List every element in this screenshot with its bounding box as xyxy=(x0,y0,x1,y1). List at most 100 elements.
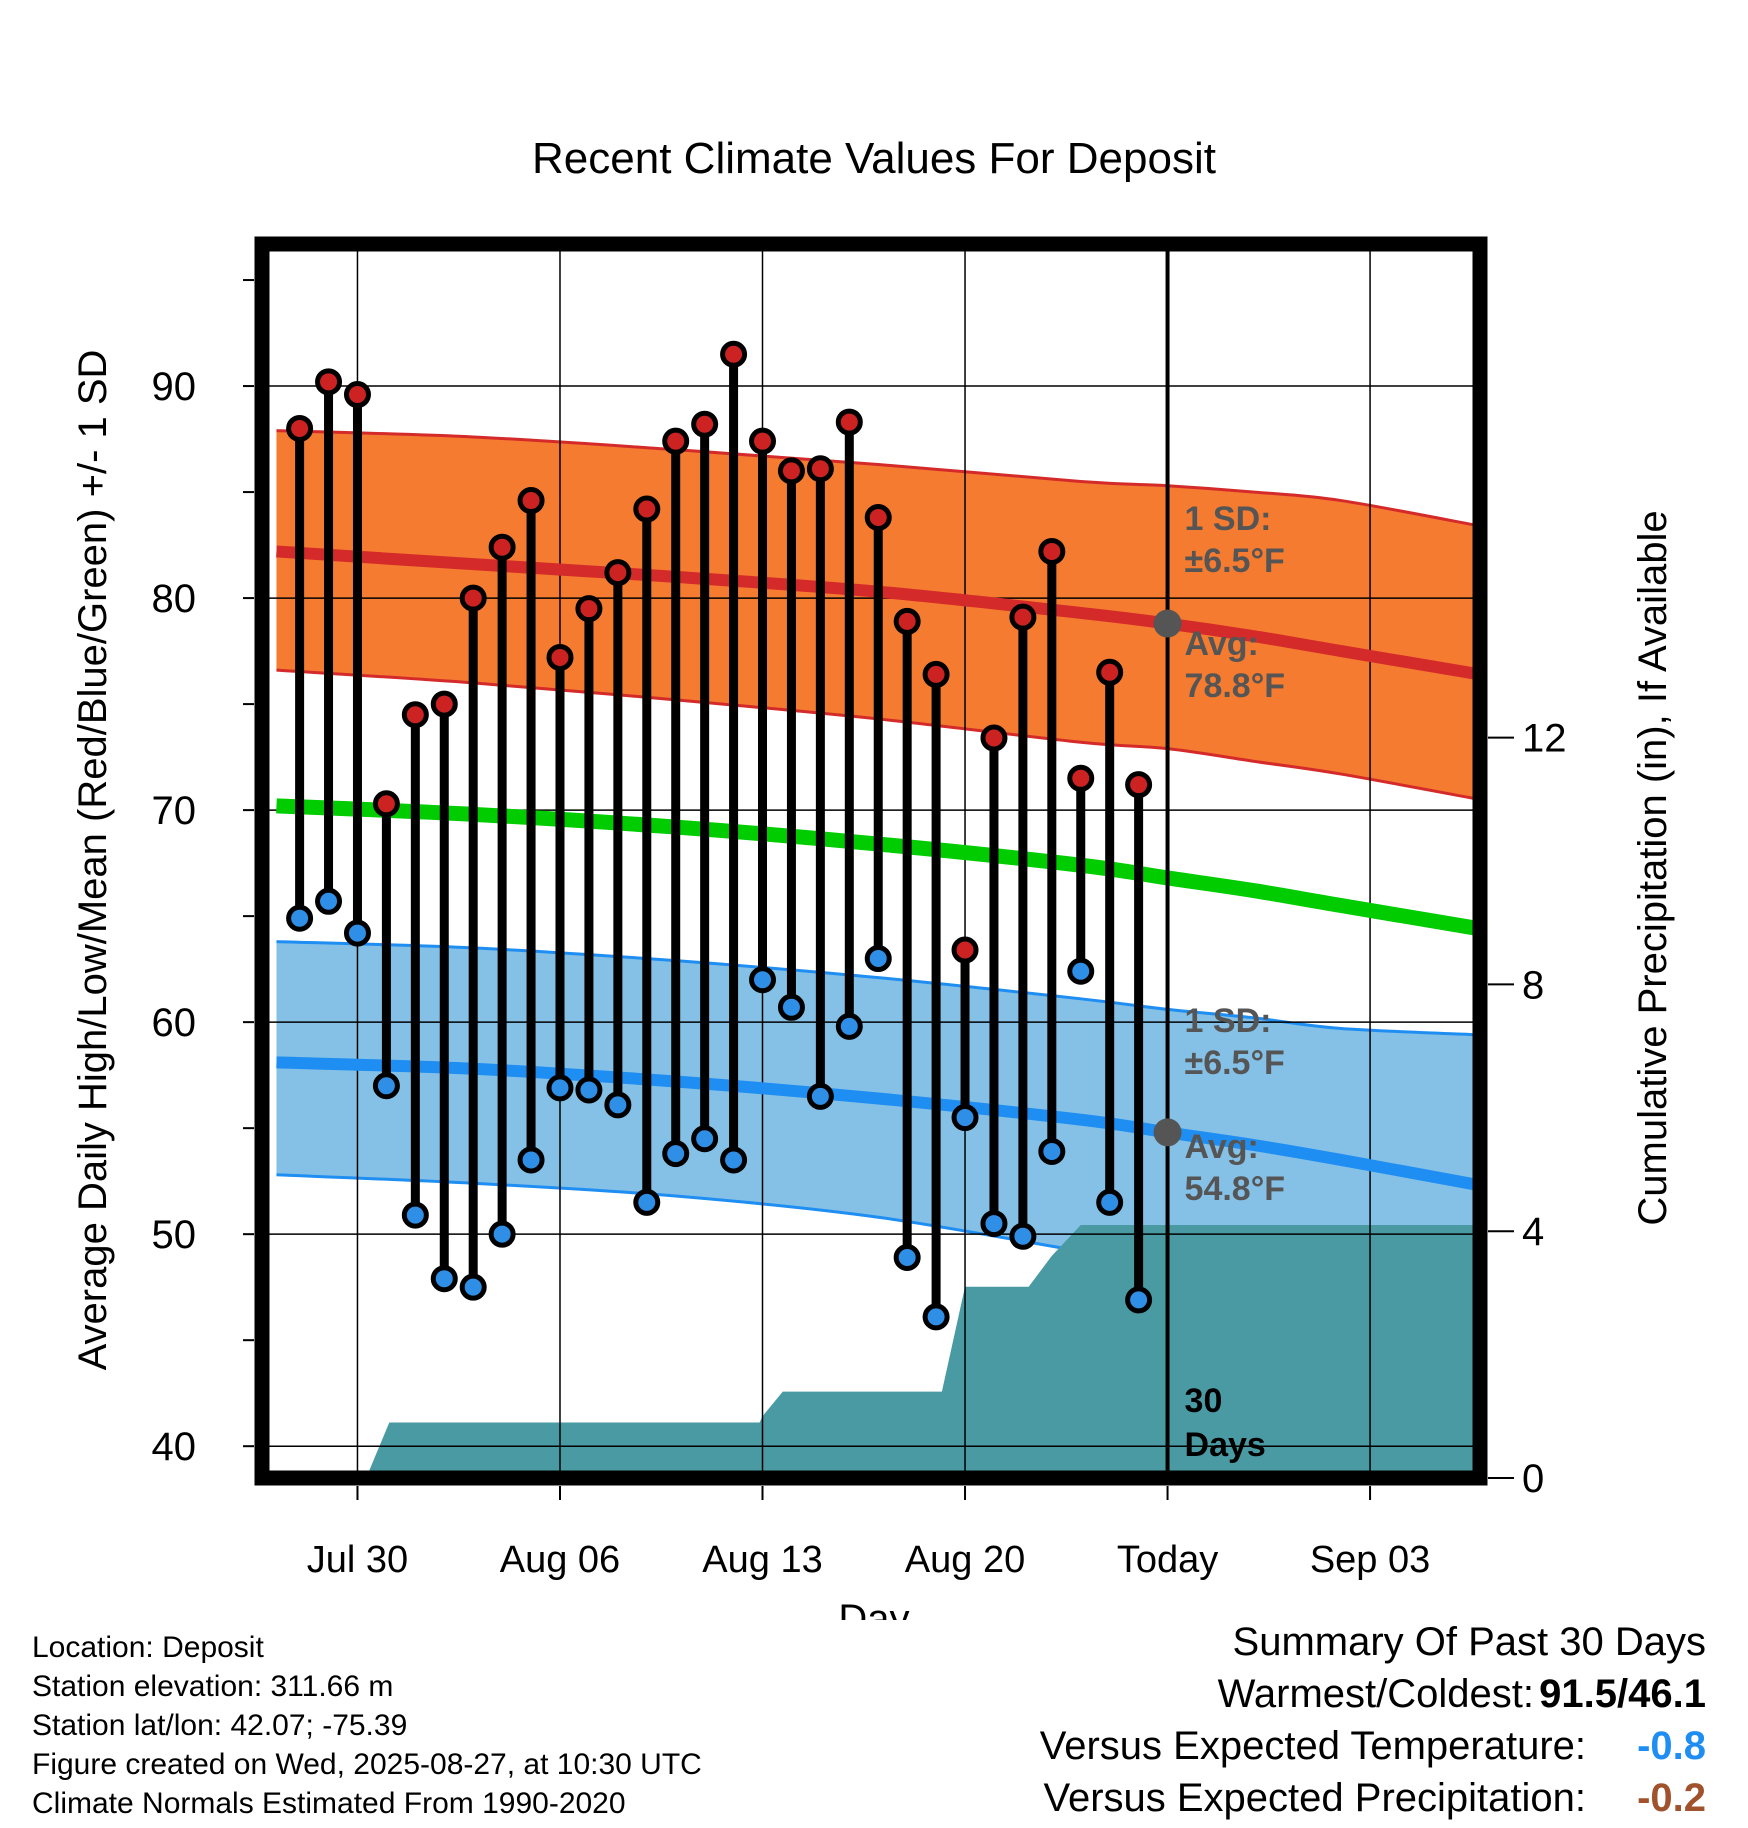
daily-low-point xyxy=(575,1076,603,1104)
summary-panel: Summary Of Past 30 Days Warmest/Coldest:… xyxy=(806,1620,1706,1828)
x-axis-label: Day xyxy=(838,1597,909,1620)
latlon-text: Station lat/lon: 42.07; -75.39 xyxy=(32,1709,408,1742)
daily-high-point xyxy=(315,368,343,396)
normal-mean-line xyxy=(276,798,1480,937)
warmest-coldest-label: Warmest/Coldest: xyxy=(1217,1672,1534,1716)
axes: 40 50 60 70 80 90 0 4 8 12 Jul 30 Aug 06 Aug 13 Aug 2… xyxy=(152,279,1567,1581)
plot-border xyxy=(254,236,1488,1486)
high-sd-label: 1 SD: xyxy=(1185,500,1272,538)
low-avg-value: 54.8°F xyxy=(1185,1170,1286,1208)
precip-departure-row: Versus Expected Precipitation: -0.2 xyxy=(806,1776,1706,1828)
daily-low-point xyxy=(980,1210,1008,1238)
daily-points xyxy=(286,340,1153,1331)
y-tick-label-right: 4 xyxy=(1522,1210,1544,1254)
daily-low-point xyxy=(691,1125,719,1153)
y-tick-label-left: 50 xyxy=(152,1213,197,1257)
daily-high-point xyxy=(1038,537,1066,565)
x-tick-label: Jul 30 xyxy=(307,1539,408,1581)
high-sd-value: ±6.5°F xyxy=(1185,542,1285,580)
y-tick-label-right: 0 xyxy=(1522,1457,1544,1501)
precip-departure-value: -0.2 xyxy=(1637,1776,1706,1820)
x-tick-label: Aug 06 xyxy=(500,1539,620,1581)
daily-high-point xyxy=(430,690,458,718)
daily-high-point xyxy=(372,790,400,818)
daily-high-point xyxy=(633,495,661,523)
daily-high-point xyxy=(980,724,1008,752)
daily-high-point xyxy=(893,607,921,635)
daily-low-point xyxy=(604,1091,632,1119)
daily-high-point xyxy=(459,584,487,612)
daily-high-point xyxy=(546,643,574,671)
daily-high-point xyxy=(401,701,429,729)
created-text: Figure created on Wed, 2025-08-27, at 10… xyxy=(32,1748,702,1781)
daily-low-point xyxy=(1038,1137,1066,1165)
x-tick-label: Sep 03 xyxy=(1310,1539,1430,1581)
y-tick-label-right: 8 xyxy=(1522,963,1544,1007)
normal-high-line xyxy=(276,545,1480,681)
plot-frame xyxy=(254,236,1488,1486)
daily-high-point xyxy=(777,457,805,485)
temp-departure-label: Versus Expected Temperature: xyxy=(1039,1724,1586,1768)
daily-low-point xyxy=(1009,1222,1037,1250)
high-avg-value: 78.8°F xyxy=(1185,667,1286,705)
low-avg-label: Avg: xyxy=(1185,1128,1259,1166)
warmest-coldest-row: Warmest/Coldest: 91.5/46.1 xyxy=(806,1672,1706,1724)
daily-high-point xyxy=(1067,764,1095,792)
daily-high-point xyxy=(864,504,892,532)
y-tick-label-left: 70 xyxy=(152,789,197,833)
daily-low-point xyxy=(517,1146,545,1174)
daily-low-point xyxy=(777,993,805,1021)
daily-low-point xyxy=(662,1140,690,1168)
y-tick-label-right: 12 xyxy=(1522,717,1567,761)
low-sd-value: ±6.5°F xyxy=(1185,1044,1285,1082)
warmest-coldest-value: 91.5/46.1 xyxy=(1539,1672,1706,1716)
y-axis-label-left: Average Daily High/Low/Mean (Red/Blue/Gr… xyxy=(71,350,115,1371)
chart-title: Recent Climate Values For Deposit xyxy=(532,134,1216,183)
normals-text: Climate Normals Estimated From 1990-2020 xyxy=(32,1787,626,1820)
y-tick-label-left: 90 xyxy=(152,365,197,409)
high-sd-upper-edge xyxy=(276,429,1480,528)
today-normal-high-marker xyxy=(1153,609,1182,638)
daily-low-point xyxy=(488,1220,516,1248)
daily-high-point xyxy=(806,455,834,483)
daily-high-point xyxy=(286,414,314,442)
daily-low-point xyxy=(1096,1188,1124,1216)
normal-low-line xyxy=(276,1056,1480,1192)
temp-departure-row: Versus Expected Temperature: -0.8 xyxy=(806,1724,1706,1776)
daily-low-point xyxy=(864,945,892,973)
x-tick-label: Today xyxy=(1117,1539,1218,1581)
daily-high-point xyxy=(691,410,719,438)
daily-high-point xyxy=(835,408,863,436)
precipitation-area xyxy=(366,1225,1480,1478)
station-info: Location: Deposit Station elevation: 311… xyxy=(32,1628,702,1823)
low-sd-label: 1 SD: xyxy=(1185,1002,1272,1040)
daily-high-point xyxy=(343,381,371,409)
today-days-label: Days xyxy=(1185,1426,1266,1464)
high-sd-lower-edge xyxy=(276,668,1480,801)
daily-high-point xyxy=(604,559,632,587)
summary-title: Summary Of Past 30 Days xyxy=(1232,1620,1706,1664)
high-avg-label: Avg: xyxy=(1185,625,1259,663)
low-sd-upper-edge xyxy=(276,940,1480,1037)
daily-low-point xyxy=(633,1188,661,1216)
daily-low-point xyxy=(720,1146,748,1174)
daily-low-point xyxy=(1125,1286,1153,1314)
daily-low-point xyxy=(459,1273,487,1301)
location-text: Location: Deposit xyxy=(32,1631,264,1664)
summary-title-row: Summary Of Past 30 Days xyxy=(806,1620,1706,1672)
daily-high-point xyxy=(575,595,603,623)
today-days-number: 30 xyxy=(1185,1382,1223,1420)
daily-low-point xyxy=(893,1243,921,1271)
y-tick-label-left: 40 xyxy=(152,1425,197,1469)
temp-departure-value: -0.8 xyxy=(1637,1724,1706,1768)
daily-high-point xyxy=(1096,658,1124,686)
daily-high-point xyxy=(488,533,516,561)
low-sd-band xyxy=(276,941,1480,1307)
daily-high-point xyxy=(1125,771,1153,799)
daily-low-point xyxy=(343,919,371,947)
daily-low-point xyxy=(401,1201,429,1229)
daily-low-point xyxy=(430,1265,458,1293)
y-tick-label-left: 60 xyxy=(152,1001,197,1045)
precipitation-fill xyxy=(366,1225,1480,1478)
climate-chart: Recent Climate Values For Deposit 1 SD: ±… xyxy=(71,134,1675,1620)
